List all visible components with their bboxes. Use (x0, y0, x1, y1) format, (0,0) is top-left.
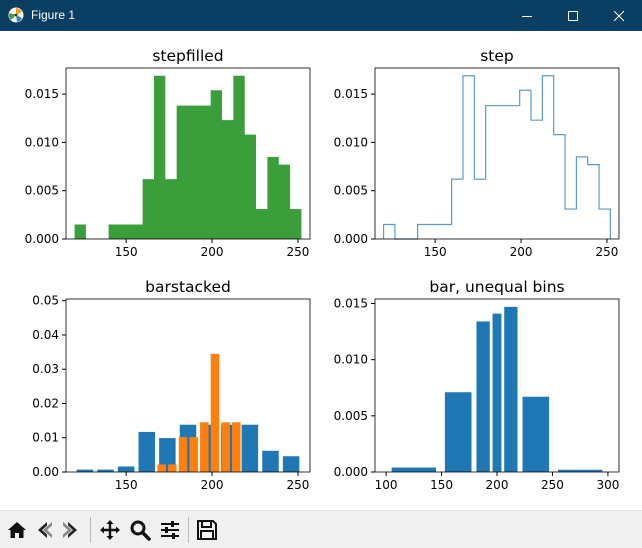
save-icon (197, 520, 217, 540)
histogram-bar (76, 469, 94, 472)
subplot-3: 150 200 250 0.00 0.01 0.02 0.03 0.04 0.05 barstac… (32, 278, 311, 492)
configure-subplots-button[interactable] (157, 517, 183, 543)
histogram-bar (117, 466, 135, 472)
histogram-bar (138, 431, 156, 472)
y-tick-label: 0.015 (25, 87, 59, 101)
home-button[interactable] (4, 517, 30, 543)
y-tick-label: 0.005 (334, 184, 368, 198)
pan-button[interactable] (97, 517, 123, 543)
window-titlebar: Figure 1 (0, 0, 642, 31)
close-button[interactable] (596, 0, 642, 31)
x-tick-label: 200 (510, 245, 533, 259)
histogram-bar (476, 321, 490, 472)
histogram-bar (221, 422, 230, 472)
axes-frame (65, 298, 311, 473)
subplot-title: step (480, 47, 514, 65)
y-tick-label: 0.05 (32, 294, 59, 308)
subplot-2: 150 200 250 0.000 0.005 0.010 0.015 step (334, 47, 620, 259)
y-tick-label: 0.03 (32, 362, 59, 376)
y-tick-label: 0.010 (25, 135, 59, 149)
histogram-bar (444, 392, 472, 472)
home-icon (8, 522, 26, 538)
histogram-bar (492, 313, 502, 472)
y-tick-label: 0.000 (334, 232, 368, 246)
histogram-bar (504, 306, 518, 472)
histogram-bar (97, 469, 114, 472)
axes-frame (374, 67, 620, 240)
back-button[interactable] (31, 517, 57, 543)
back-icon (38, 522, 52, 538)
subplot-title: bar, unequal bins (429, 278, 564, 296)
forward-icon (63, 522, 77, 538)
histogram-bar (262, 450, 279, 472)
subplot-4: 100 150 200 250 300 0.000 0.005 0.010 0.015 bar, … (334, 278, 620, 492)
forward-button[interactable] (58, 517, 84, 543)
x-tick-label: 250 (541, 478, 564, 492)
y-tick-label: 0.005 (334, 409, 368, 423)
x-tick-label: 200 (201, 478, 224, 492)
y-tick-label: 0.02 (32, 396, 59, 410)
histogram-step-line (382, 75, 612, 240)
histogram-bar (522, 396, 550, 472)
zoom-button[interactable] (127, 517, 153, 543)
histogram-bar (159, 438, 176, 472)
axes-frame (65, 67, 311, 240)
navigation-toolbar (0, 510, 642, 548)
x-tick-label: 100 (375, 478, 398, 492)
zoom-icon (130, 520, 151, 541)
y-tick-label: 0.015 (334, 296, 368, 310)
x-tick-label: 150 (430, 478, 453, 492)
histogram-bar (200, 422, 209, 472)
y-tick-label: 0.010 (334, 135, 368, 149)
x-tick-label: 300 (596, 478, 619, 492)
pan-icon (100, 520, 120, 540)
y-tick-label: 0.000 (25, 232, 59, 246)
histogram-bar (241, 424, 259, 472)
matplotlib-logo-icon (8, 7, 24, 23)
x-tick-label: 150 (115, 478, 138, 492)
minimize-icon (522, 15, 532, 17)
toolbar-separator (188, 517, 189, 543)
x-tick-label: 150 (424, 245, 447, 259)
window-title: Figure 1 (31, 8, 76, 22)
x-tick-label: 250 (596, 245, 619, 259)
subplot-1: 150 200 250 0.000 0.005 0.010 0.015 stepfilled (25, 47, 311, 259)
x-tick-label: 250 (287, 478, 310, 492)
subplot-title: barstacked (145, 278, 231, 296)
y-tick-label: 0.04 (32, 328, 59, 342)
close-icon (614, 10, 624, 21)
y-tick-label: 0.005 (25, 184, 59, 198)
minimize-button[interactable] (504, 0, 550, 31)
x-tick-label: 250 (287, 245, 310, 259)
y-tick-label: 0.00 (32, 465, 59, 479)
x-tick-label: 200 (486, 478, 509, 492)
y-tick-label: 0.015 (334, 87, 368, 101)
histogram-bar (282, 456, 300, 472)
y-tick-label: 0.01 (32, 431, 59, 445)
histogram-bar (168, 464, 177, 472)
maximize-button[interactable] (550, 0, 596, 31)
configure-icon (161, 521, 179, 539)
y-tick-label: 0.000 (334, 465, 368, 479)
histogram-bar (178, 437, 188, 472)
histogram-bar (210, 353, 220, 472)
histogram-bar (391, 467, 436, 472)
histogram-bar (157, 464, 166, 472)
subplot-title: stepfilled (152, 47, 223, 65)
toolbar-separator (90, 517, 91, 543)
histogram-bar (232, 422, 241, 472)
save-button[interactable] (194, 517, 220, 543)
histogram-bar (189, 437, 198, 472)
maximize-icon (568, 10, 578, 21)
x-tick-label: 150 (115, 245, 138, 259)
x-tick-label: 200 (201, 245, 224, 259)
histogram-bar (558, 469, 603, 472)
y-tick-label: 0.010 (334, 353, 368, 367)
figure-canvas[interactable]: 150 200 2500.0000.0050.0100.015stepfilled1… (1, 31, 641, 509)
histogram-area (74, 75, 302, 239)
